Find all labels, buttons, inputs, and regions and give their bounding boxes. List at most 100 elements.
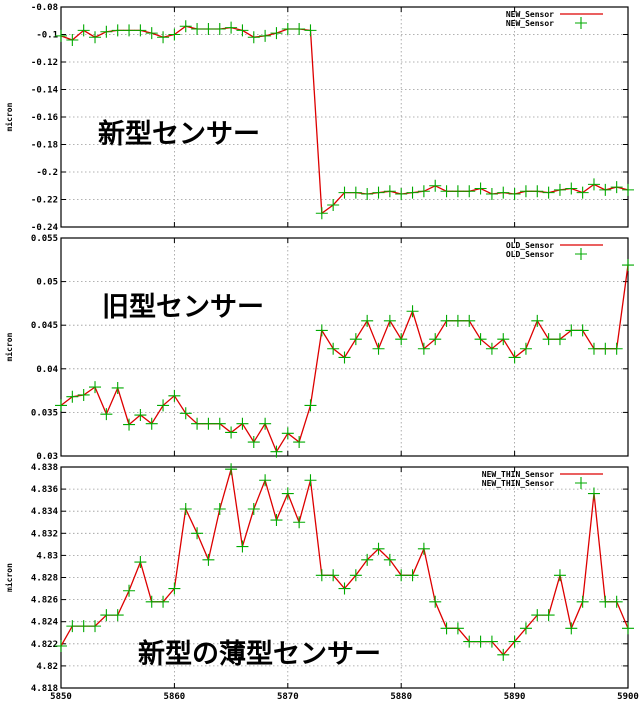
data-point-marker <box>587 487 600 500</box>
data-point-marker <box>372 186 385 199</box>
x-tick-label: 5890 <box>504 692 526 702</box>
data-point-marker <box>587 342 600 355</box>
data-point-marker <box>531 609 544 622</box>
data-point-marker <box>417 542 430 555</box>
data-point-marker <box>519 342 532 355</box>
plot-frame <box>60 466 629 689</box>
data-point-marker <box>417 185 430 198</box>
data-point-marker <box>281 23 294 35</box>
data-point-marker <box>55 640 67 653</box>
y-tick-label: 4.82 <box>36 662 58 672</box>
data-point-marker <box>497 333 510 346</box>
data-point-marker <box>145 417 158 430</box>
data-point-marker <box>622 183 634 196</box>
data-point-marker <box>542 609 555 622</box>
data-point-marker <box>610 595 623 608</box>
data-point-marker <box>406 186 419 199</box>
y-tick-label: -0.16 <box>31 113 58 123</box>
y-tick-label: -0.14 <box>31 86 59 96</box>
data-point-marker <box>395 188 408 200</box>
data-point-marker <box>429 595 442 608</box>
legend-label-line: NEW_THIN_Sensor <box>482 470 554 479</box>
data-point-marker <box>89 381 102 394</box>
data-point-marker <box>157 399 170 412</box>
data-point-marker <box>225 463 238 476</box>
data-point-marker <box>463 185 476 198</box>
chart-panel-2: 0.03 0.035 0.04 0.045 0.05 0.055 micron OLD_Sen… <box>4 234 634 462</box>
chart-panel-1: -0.08 -0.1 -0.12 -0.14 -0.16 -0.18 -0.2 -0.22 -0… <box>4 3 634 233</box>
data-point-marker <box>315 324 328 337</box>
data-point-marker <box>213 502 226 515</box>
data-point-marker <box>497 186 510 199</box>
data-point-marker <box>77 24 90 37</box>
data-point-marker <box>77 388 90 401</box>
data-point-marker <box>270 445 283 458</box>
data-point-marker <box>565 324 578 337</box>
data-point-marker <box>123 418 136 431</box>
data-point-marker <box>485 635 498 648</box>
data-point-marker <box>111 24 124 37</box>
data-point-marker <box>497 648 510 661</box>
data-point-marker <box>134 556 147 569</box>
x-tick-label: 5850 <box>50 692 72 702</box>
data-point-marker <box>157 31 170 44</box>
data-point-marker <box>123 584 136 597</box>
y-tick-label: -0.1 <box>36 31 58 41</box>
y-tick-label: -0.24 <box>31 223 59 233</box>
data-point-marker <box>179 407 192 420</box>
y-tick-label: 0.055 <box>31 234 58 244</box>
data-point-marker <box>145 595 158 608</box>
legend-label-line: OLD_Sensor <box>506 241 554 250</box>
y-tick-label: 4.828 <box>31 574 58 584</box>
data-point-marker <box>66 620 79 633</box>
y-tick-label: -0.12 <box>31 58 58 68</box>
data-point-marker <box>531 314 544 327</box>
data-point-marker <box>55 399 67 412</box>
data-point-marker <box>474 182 487 195</box>
data-point-marker <box>100 609 113 622</box>
data-point-marker <box>111 609 124 622</box>
data-point-marker <box>610 342 623 355</box>
data-point-marker <box>599 183 612 196</box>
data-point-marker <box>327 569 340 582</box>
data-point-marker <box>565 182 578 195</box>
data-point-marker <box>372 342 385 355</box>
data-point-marker <box>474 635 487 648</box>
data-point-marker <box>213 417 226 430</box>
data-point-marker <box>304 399 317 412</box>
data-point-marker <box>565 622 578 635</box>
data-point-marker <box>66 34 79 46</box>
data-point-marker <box>451 314 464 327</box>
data-point-marker <box>202 417 215 430</box>
data-point-marker <box>519 185 532 198</box>
data-point-marker <box>191 23 204 35</box>
y-tick-label: 4.832 <box>31 529 58 539</box>
y-tick-label: 4.818 <box>31 684 58 694</box>
data-point-marker <box>213 23 226 35</box>
data-point-marker <box>383 185 396 198</box>
y-tick-label: -0.18 <box>31 141 58 151</box>
data-point-marker <box>361 314 374 327</box>
data-point-marker <box>508 351 521 364</box>
data-point-marker <box>451 185 464 198</box>
data-point-marker <box>440 185 453 198</box>
data-point-marker <box>622 622 634 635</box>
y-axis-label: micron <box>4 102 14 131</box>
data-point-marker <box>168 582 181 595</box>
data-point-marker <box>417 342 430 355</box>
data-point-marker <box>327 342 340 355</box>
data-point-marker <box>225 426 238 439</box>
data-point-marker <box>451 622 464 635</box>
data-point-marker <box>463 635 476 648</box>
data-point-marker <box>474 333 487 346</box>
data-point-marker <box>55 29 67 42</box>
data-point-marker <box>429 333 442 346</box>
data-point-marker <box>293 436 306 449</box>
data-point-marker <box>168 28 181 41</box>
y-axis-label: micron <box>4 563 14 592</box>
data-point-marker <box>553 183 566 196</box>
data-point-marker <box>622 259 634 272</box>
data-point-marker <box>293 516 306 529</box>
data-point-marker <box>134 24 147 37</box>
data-point-marker <box>463 314 476 327</box>
